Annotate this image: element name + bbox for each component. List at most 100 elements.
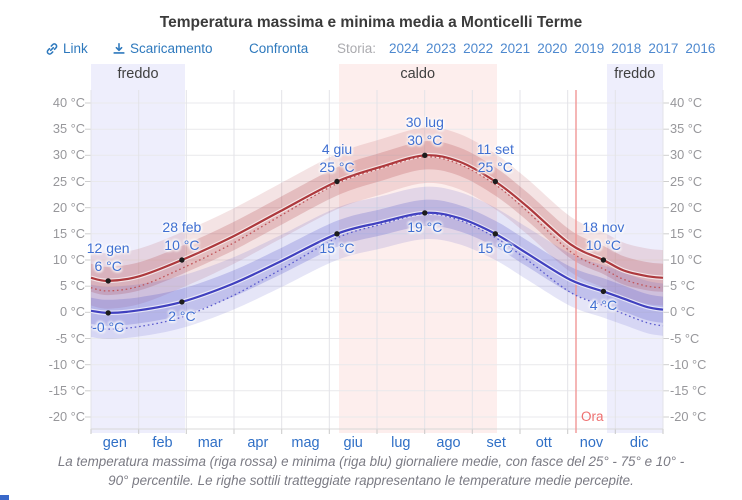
- data-point-4: [492, 178, 498, 185]
- annotation-date: 12 gen: [86, 239, 130, 256]
- annotation-max-3: 30 lug 30 °C: [406, 113, 444, 149]
- y-axis-label-right-15: 15 °C: [670, 225, 703, 241]
- data-point-6: [105, 310, 111, 316]
- annotation-min-2: 15 °C: [319, 239, 355, 256]
- month-label-mar: mar: [197, 435, 223, 451]
- annotation-temp: 25 °C: [477, 158, 513, 175]
- annotation-temp: 6 °C: [94, 257, 122, 274]
- download-icon: [112, 42, 126, 59]
- year-link-2022[interactable]: 2022: [463, 41, 494, 56]
- year-link-2024[interactable]: 2024: [389, 41, 420, 56]
- link-label: Link: [63, 41, 88, 56]
- y-axis-label-right--15: -15 °C: [670, 382, 707, 398]
- year-link-2017[interactable]: 2017: [648, 41, 679, 56]
- month-label-apr: apr: [247, 435, 269, 451]
- month-label-giu: giu: [343, 435, 363, 451]
- annotation-max-2: 4 giu 25 °C: [319, 140, 354, 176]
- season-label-caldo-1: caldo: [400, 66, 436, 82]
- month-label-mag: mag: [291, 435, 320, 451]
- y-axis-label-right-30: 30 °C: [670, 147, 703, 163]
- data-point-1: [179, 257, 185, 263]
- annotation-temp: 10 °C: [164, 237, 200, 253]
- year-link-2016[interactable]: 2016: [685, 41, 716, 56]
- year-link-2020[interactable]: 2020: [537, 41, 568, 56]
- annotation-date: 28 feb: [162, 219, 202, 235]
- month-label-ott: ott: [535, 435, 552, 451]
- y-axis-label-left-25: 25 °C: [52, 173, 85, 189]
- band-inner-0: [91, 141, 663, 296]
- y-axis-label-left-35: 35 °C: [52, 121, 85, 137]
- month-label-ago: ago: [436, 435, 461, 451]
- download-label: Scaricamento: [130, 41, 213, 56]
- y-axis-label-left-30: 30 °C: [52, 147, 85, 163]
- annotation-max-5: 18 nov 10 °C: [582, 218, 624, 254]
- annotation-min-0: -0 °C: [92, 318, 125, 335]
- year-link-2023[interactable]: 2023: [426, 41, 457, 56]
- month-label-set: set: [486, 435, 506, 451]
- data-point-0: [105, 278, 111, 284]
- caption-line-2: 90° percentile. Le righe sottili tratteg…: [108, 473, 634, 488]
- data-point-8: [334, 231, 340, 237]
- now-label: Ora: [581, 409, 604, 424]
- compare-label: Confronta: [249, 41, 309, 56]
- chart-caption: La temperatura massima (riga rossa) e mi…: [0, 452, 742, 490]
- season-label-freddo-2: freddo: [614, 66, 656, 82]
- year-link-2021[interactable]: 2021: [500, 41, 531, 56]
- annotation-temp: 25 °C: [319, 158, 355, 175]
- y-axis-label-left-15: 15 °C: [52, 225, 85, 241]
- y-axis-label-left-5: 5 °C: [59, 278, 85, 294]
- y-axis-label-left--5: -5 °C: [55, 330, 85, 346]
- annotation-date: 18 nov: [582, 219, 625, 235]
- season-band-freddo-0: [91, 64, 185, 433]
- link-button[interactable]: Link: [45, 41, 88, 59]
- data-point-10: [492, 231, 498, 237]
- curve-massima-percepita: [90, 156, 664, 292]
- month-label-feb: feb: [152, 435, 173, 451]
- data-point-3: [422, 152, 428, 158]
- month-label-gen: gen: [102, 435, 127, 451]
- band-outer-0: [91, 127, 663, 309]
- y-axis-label-right-10: 10 °C: [670, 252, 703, 267]
- annotation-min-1: 2 °C: [168, 307, 196, 324]
- season-band-freddo-2: [606, 64, 663, 433]
- y-axis-label-right-5: 5 °C: [670, 278, 696, 294]
- caption-line-1: La temperatura massima (riga rossa) e mi…: [57, 454, 685, 469]
- annotation-temp: 10 °C: [585, 237, 621, 253]
- year-link-2019[interactable]: 2019: [574, 41, 605, 56]
- annotation-min-5: 4 °C: [589, 297, 618, 314]
- year-link-2018[interactable]: 2018: [611, 41, 642, 56]
- data-point-2: [334, 178, 340, 185]
- page-title: Temperatura massima e minima media a Mon…: [159, 14, 583, 31]
- month-label-lug: lug: [391, 435, 411, 451]
- y-axis-label-right-0: 0 °C: [670, 304, 696, 320]
- data-point-5: [600, 257, 607, 263]
- download-button[interactable]: Scaricamento: [112, 41, 213, 59]
- annotation-date: 4 giu: [321, 140, 353, 157]
- y-axis-label-right--5: -5 °C: [670, 330, 700, 346]
- month-label-nov: nov: [579, 435, 604, 451]
- data-point-11: [600, 288, 607, 295]
- y-axis-label-left--10: -10 °C: [48, 356, 85, 372]
- band-inner-1: [91, 199, 663, 326]
- annotation-max-4: 11 set 25 °C: [477, 140, 514, 176]
- y-axis-label-right-25: 25 °C: [670, 173, 703, 189]
- season-band-caldo-1: [338, 64, 497, 433]
- partial-logo: [0, 495, 9, 500]
- y-axis-label-right-40: 40 °C: [670, 95, 703, 110]
- annotation-max-1: 28 feb 10 °C: [162, 218, 201, 254]
- link-icon: [45, 42, 59, 59]
- y-axis-label-left-40: 40 °C: [52, 95, 85, 110]
- annotation-max-0: 12 gen 6 °C: [87, 239, 130, 275]
- data-point-7: [179, 299, 185, 305]
- y-axis-label-right-35: 35 °C: [670, 121, 703, 137]
- annotation-min-3: 19 °C: [407, 218, 443, 235]
- y-axis-label-left-20: 20 °C: [52, 199, 85, 215]
- season-label-freddo-0: freddo: [117, 66, 159, 82]
- y-axis-label-right-20: 20 °C: [670, 199, 703, 215]
- y-axis-label-left-10: 10 °C: [52, 252, 85, 267]
- annotation-date: 30 lug: [405, 114, 444, 131]
- compare-button[interactable]: Confronta: [249, 41, 308, 56]
- history-years: 2024 2023 2022 2021 2020 2019 2018 2017 2016: [389, 41, 715, 56]
- history-label: Storia:: [337, 41, 377, 56]
